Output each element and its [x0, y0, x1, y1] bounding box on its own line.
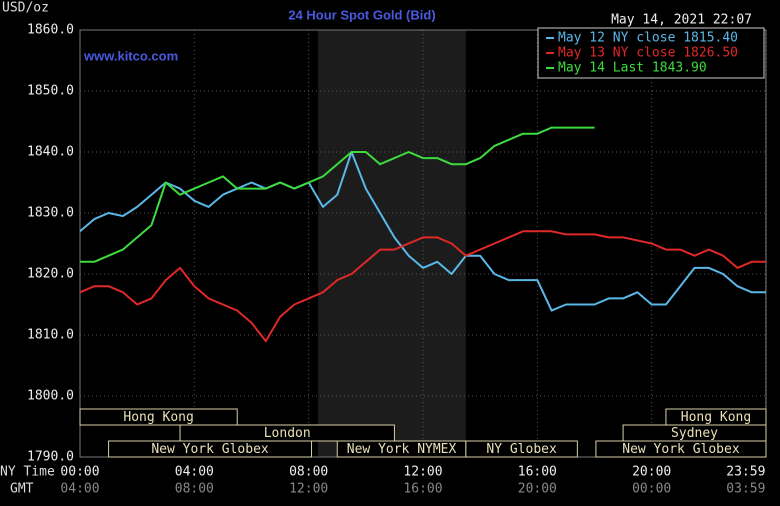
- session-label: NY Globex: [486, 442, 557, 457]
- session-label: New York NYMEX: [347, 442, 457, 457]
- session-box: [595, 440, 767, 458]
- x-tick-label: 04:00: [175, 465, 214, 480]
- shaded-span: [318, 30, 466, 457]
- x-row-label: NY Time: [0, 465, 55, 480]
- y-tick-label: 1810.0: [27, 328, 74, 343]
- x-tick-label: 16:00: [518, 465, 557, 480]
- session-box: [108, 440, 313, 458]
- series-line: [79, 151, 766, 312]
- y-tick-label: 1790.0: [27, 450, 74, 465]
- y-tick-label: 1800.0: [27, 389, 74, 404]
- gmt-tick-label: 08:00: [175, 482, 214, 497]
- gmt-tick-label: 12:00: [289, 482, 328, 497]
- legend-label: May 12 NY close 1815.40: [558, 31, 738, 46]
- x-tick-label: 12:00: [403, 465, 442, 480]
- gmt-tick-label: 04:00: [60, 482, 99, 497]
- timestamp: May 14, 2021 22:07: [611, 13, 752, 28]
- x-tick-label: 23:59: [726, 465, 765, 480]
- gmt-tick-label: 16:00: [403, 482, 442, 497]
- session-label: Sydney: [671, 426, 718, 441]
- gmt-tick-label: 20:00: [518, 482, 557, 497]
- legend-label: May 14 Last 1843.90: [558, 61, 707, 76]
- session-label: Hong Kong: [123, 410, 193, 425]
- legend-box: [537, 27, 765, 79]
- unit-label: USD/oz: [2, 1, 49, 16]
- y-tick-label: 1820.0: [27, 267, 74, 282]
- session-box: [465, 440, 578, 458]
- session-label: New York Globex: [622, 442, 740, 457]
- y-tick-label: 1840.0: [27, 145, 74, 160]
- gmt-tick-label: 00:00: [632, 482, 671, 497]
- y-tick-label: 1830.0: [27, 206, 74, 221]
- y-tick-label: 1860.0: [27, 23, 74, 38]
- session-box: [79, 408, 238, 426]
- chart-title: 24 Hour Spot Gold (Bid): [288, 7, 435, 22]
- x-tick-label: 20:00: [632, 465, 671, 480]
- series-line: [79, 230, 766, 343]
- gmt-tick-label: 03:59: [726, 482, 765, 497]
- session-label: London: [264, 426, 311, 441]
- y-tick-label: 1850.0: [27, 84, 74, 99]
- session-label: New York Globex: [151, 442, 269, 457]
- x-tick-label: 00:00: [60, 465, 99, 480]
- x-tick-label: 08:00: [289, 465, 328, 480]
- session-label: Hong Kong: [681, 410, 751, 425]
- x-row-label: GMT: [10, 482, 34, 497]
- watermark: www.kitco.com: [83, 48, 178, 63]
- series-line: [80, 126, 595, 263]
- legend-label: May 13 NY close 1826.50: [558, 46, 738, 61]
